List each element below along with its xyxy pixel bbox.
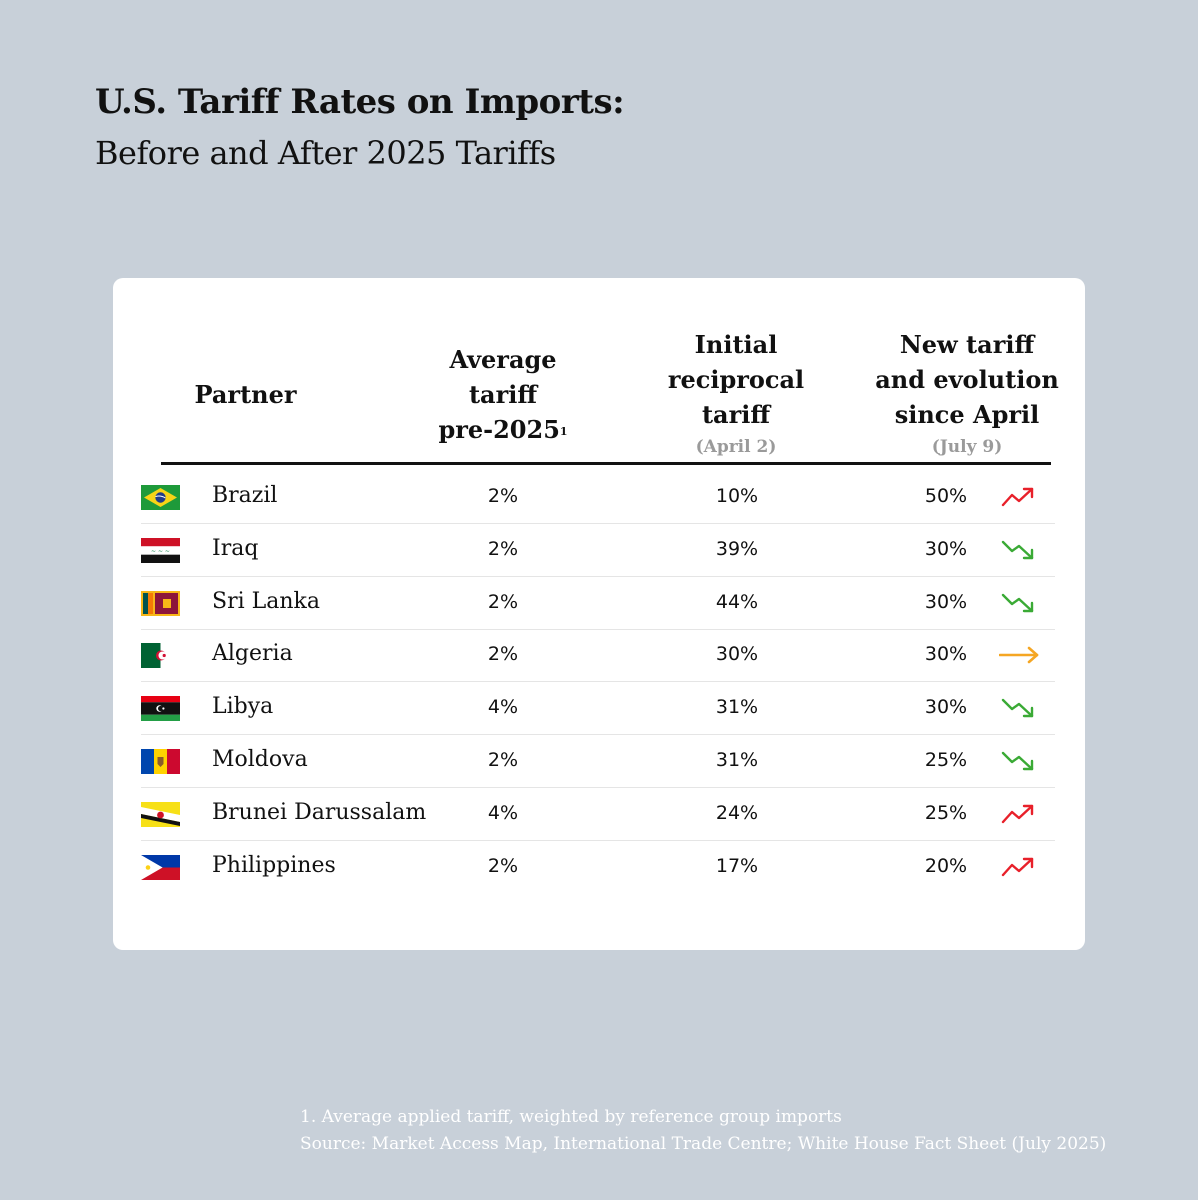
page-title: U.S. Tariff Rates on Imports: xyxy=(95,82,625,122)
average-tariff-value: 2% xyxy=(487,749,519,771)
table-row: Algeria 2% 30% 30% xyxy=(141,629,1055,683)
trend-down-icon xyxy=(1001,751,1034,771)
new-tariff-value: 25% xyxy=(924,801,968,824)
brunei-flag-icon xyxy=(141,801,180,827)
trend-up-icon xyxy=(1001,804,1034,823)
initial-tariff-value: 31% xyxy=(715,696,759,719)
svg-text:~ ~ ~: ~ ~ ~ xyxy=(151,548,170,555)
header-initial-tariff: Initial reciprocal tariff (April 2) xyxy=(667,330,805,457)
trend-up-icon xyxy=(1001,857,1034,876)
algeria-flag-icon xyxy=(141,643,180,669)
trend-down-icon xyxy=(1001,540,1034,559)
average-tariff-value: 2% xyxy=(487,537,519,560)
initial-tariff-value: 39% xyxy=(715,537,759,560)
header-new-tariff: New tariff and evolution since April (Ju… xyxy=(875,330,1059,457)
partner-name: Iraq xyxy=(212,535,259,561)
partner-name: Sri Lanka xyxy=(212,588,320,614)
footnote: 1. Average applied tariff, weighted by r… xyxy=(300,1104,1106,1158)
new-tariff-value: 30% xyxy=(924,537,968,560)
average-tariff-value: 2% xyxy=(487,854,519,877)
moldova-flag-icon xyxy=(141,749,180,774)
table-row: Libya 4% 31% 30% xyxy=(141,682,1055,736)
partner-name: Algeria xyxy=(212,641,293,667)
srilanka-flag-icon xyxy=(141,590,180,616)
partner-name: Moldova xyxy=(212,747,308,772)
tariff-table-card: Partner Average tariff pre-20251 Initial… xyxy=(113,278,1085,950)
footnote-source: Source: Market Access Map, International… xyxy=(300,1134,1107,1154)
page-subtitle: Before and After 2025 Tariffs xyxy=(95,134,556,172)
trend-down-icon xyxy=(1001,698,1034,718)
iraq-flag-icon: ~ ~ ~ xyxy=(141,537,180,563)
new-tariff-value: 50% xyxy=(924,485,968,507)
partner-name: Philippines xyxy=(212,852,336,878)
average-tariff-value: 4% xyxy=(487,801,519,824)
table-row: Brazil 2% 10% 50% xyxy=(141,471,1055,524)
new-tariff-value: 30% xyxy=(924,590,968,613)
libya-flag-icon xyxy=(141,696,180,722)
new-tariff-value: 20% xyxy=(924,854,968,877)
table-row: Brunei Darussalam 4% 24% 25% xyxy=(141,788,1055,841)
new-tariff-value: 30% xyxy=(924,643,968,666)
philippines-flag-icon xyxy=(141,854,180,880)
initial-tariff-value: 44% xyxy=(715,590,759,613)
header-average-tariff: Average tariff pre-20251 xyxy=(438,345,568,444)
table-row: Sri Lanka 2% 44% 30% xyxy=(141,577,1055,630)
trend-down-icon xyxy=(1001,593,1034,612)
table-row: Moldova 2% 31% 25% xyxy=(141,735,1055,788)
initial-tariff-value: 10% xyxy=(715,485,759,507)
header-divider xyxy=(161,462,1051,465)
initial-tariff-value: 31% xyxy=(715,749,759,771)
new-tariff-value: 25% xyxy=(924,749,968,771)
partner-name: Brazil xyxy=(212,483,278,508)
trend-up-icon xyxy=(1001,487,1034,507)
partner-name: Libya xyxy=(212,694,274,720)
brazil-flag-icon xyxy=(141,485,180,510)
footnote-marker: 1 xyxy=(559,425,568,438)
average-tariff-value: 2% xyxy=(487,590,519,613)
table-row: Philippines 2% 17% 20% xyxy=(141,841,1055,893)
trend-flat-icon xyxy=(999,647,1039,664)
header-partner: Partner xyxy=(194,380,297,409)
average-tariff-value: 2% xyxy=(487,485,519,507)
footnote-note: 1. Average applied tariff, weighted by r… xyxy=(300,1107,842,1127)
initial-tariff-value: 17% xyxy=(715,854,759,877)
initial-tariff-value: 30% xyxy=(715,643,759,666)
average-tariff-value: 2% xyxy=(487,643,519,666)
table-row: ~ ~ ~ Iraq 2% 39% 30% xyxy=(141,524,1055,577)
initial-tariff-value: 24% xyxy=(715,801,759,824)
average-tariff-value: 4% xyxy=(487,696,519,719)
partner-name: Brunei Darussalam xyxy=(212,799,427,825)
new-tariff-value: 30% xyxy=(924,696,968,719)
